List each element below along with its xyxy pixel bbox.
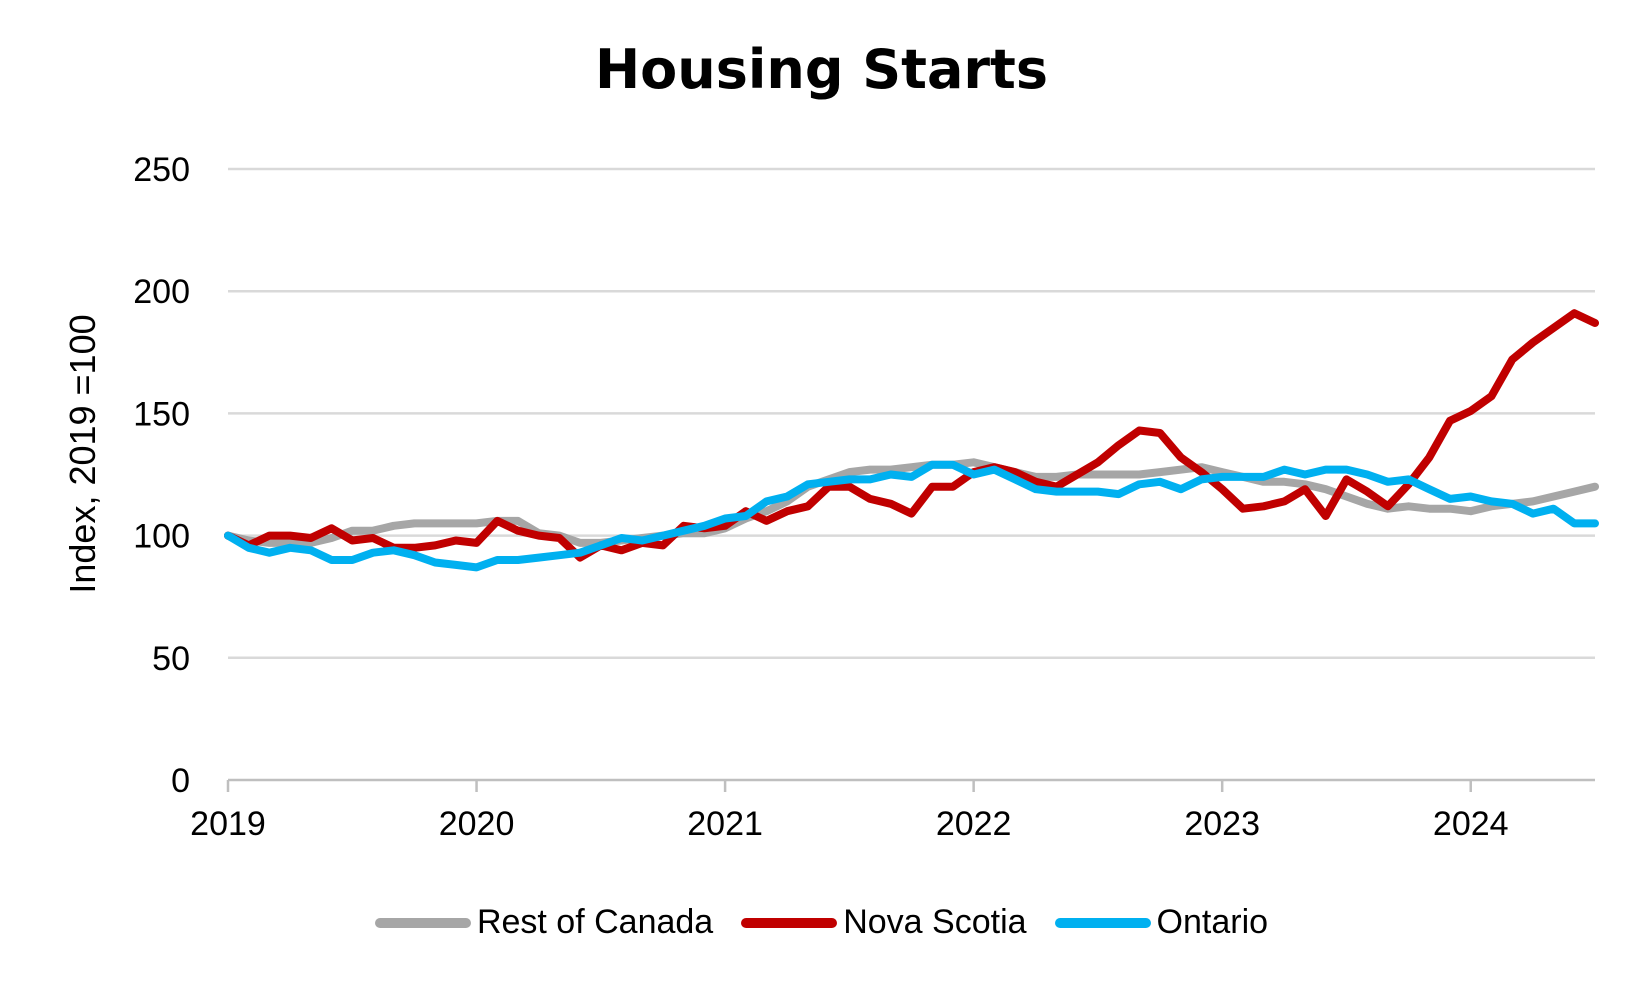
legend-item-rest-of-canada: Rest of Canada: [374, 903, 714, 942]
legend-label-ontario: Ontario: [1156, 903, 1269, 941]
series-line-nova-scotia: [224, 309, 1599, 562]
y-tick-label-100: 100: [133, 518, 190, 556]
x-tick-labels: 2019 2020 2021 2022 2023 2024: [190, 805, 1508, 843]
legend-swatch-ontario: [1054, 917, 1151, 928]
legend-swatch-rest-of-canada: [374, 917, 471, 928]
legend-item-ontario: Ontario: [1054, 903, 1269, 942]
legend-label-rest-of-canada: Rest of Canada: [476, 903, 714, 941]
series-lines: [224, 309, 1599, 572]
x-tick-label-2024: 2024: [1433, 805, 1509, 843]
chart-title: Housing Starts: [594, 38, 1048, 101]
x-axis: [226, 778, 1595, 792]
y-tick-label-150: 150: [133, 395, 190, 433]
x-tick-label-2022: 2022: [936, 805, 1012, 843]
y-tick-label-250: 250: [133, 151, 190, 189]
x-tick-label-2020: 2020: [439, 805, 515, 843]
legend: Rest of Canada Nova Scotia Ontario: [0, 903, 1643, 942]
series-line-rest-of-canada: [224, 458, 1599, 547]
x-tick-label-2019: 2019: [190, 805, 266, 843]
legend-label-nova-scotia: Nova Scotia: [843, 903, 1027, 941]
y-tick-label-200: 200: [133, 273, 190, 311]
y-tick-labels: 0 50 100 150 200 250: [133, 151, 190, 800]
y-axis-title: Index, 2019 =100: [62, 314, 103, 593]
x-tick-label-2021: 2021: [687, 805, 763, 843]
y-tick-label-50: 50: [152, 640, 190, 678]
legend-swatch-nova-scotia: [741, 917, 838, 928]
legend-item-nova-scotia: Nova Scotia: [741, 903, 1027, 942]
series-line-ontario: [224, 460, 1599, 572]
gridlines: [228, 167, 1595, 660]
y-tick-label-0: 0: [171, 762, 190, 800]
x-tick-label-2023: 2023: [1184, 805, 1260, 843]
